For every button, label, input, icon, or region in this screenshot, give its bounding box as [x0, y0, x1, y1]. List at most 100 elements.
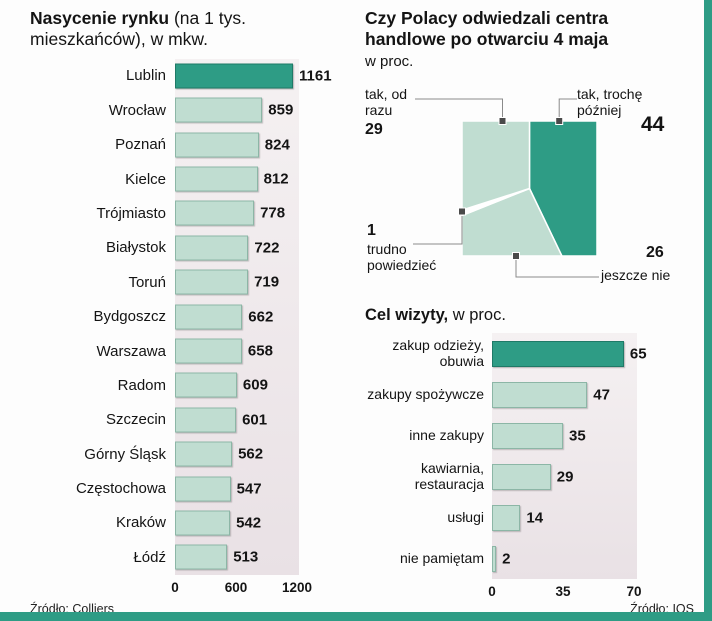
bar-label: Kraków — [115, 514, 166, 532]
axis-tick: 0 — [171, 579, 179, 595]
bar-row: Wrocław 859 — [30, 93, 345, 127]
bar — [492, 340, 624, 367]
callout-value: 1 — [367, 222, 376, 239]
market-bar-rows: Lublin 1161 Wrocław 859 Poznań 824 Kielce 812 Tr… — [30, 58, 345, 575]
bar-label: zakupy spożywcze — [367, 385, 484, 402]
bar-value: 778 — [260, 204, 286, 222]
visits-title-bold: Cel wizyty, — [365, 306, 449, 324]
bar-track: 47 — [492, 374, 700, 415]
bar-label: zakup odzieży, obuwia — [392, 336, 484, 369]
bar-row: inne zakupy 35 — [365, 415, 700, 456]
bar-label: inne zakupy — [409, 426, 484, 443]
bar-label: Lublin — [125, 67, 166, 85]
axis-tick: 1200 — [281, 579, 313, 595]
bar — [175, 544, 228, 570]
bar-track: 547 — [175, 471, 345, 505]
bar-track: 719 — [175, 265, 345, 299]
bar-value: 719 — [254, 273, 280, 291]
bar-value: 658 — [247, 342, 273, 360]
bar-row: usługi 14 — [365, 497, 700, 538]
bar — [492, 381, 588, 408]
bar-track: 812 — [175, 162, 345, 196]
bar-track: 859 — [175, 93, 345, 127]
bar-row: Białystok 722 — [30, 231, 345, 265]
visits-title: Cel wizyty, w proc. — [365, 305, 700, 325]
bar-value: 35 — [569, 427, 586, 445]
bar-track: 14 — [492, 497, 700, 538]
bar-label: Szczecin — [105, 411, 166, 429]
callout-trudno-powiedziec: trudno powiedzieć — [367, 241, 457, 273]
market-x-axis: 0 600 1200 — [30, 580, 345, 598]
left-chart-title-bold: Nasycenie rynku — [30, 8, 170, 28]
bar-row: Kielce 812 — [30, 162, 345, 196]
bar-value: 662 — [248, 308, 274, 326]
bar-row: Górny Śląsk 562 — [30, 437, 345, 471]
bar-label: Trójmiasto — [96, 204, 166, 222]
bar-track: 722 — [175, 231, 345, 265]
callout-value: 29 — [365, 121, 383, 139]
bar — [175, 304, 243, 330]
bar — [175, 510, 231, 536]
bar-row: Łódź 513 — [30, 540, 345, 574]
bar-track: 29 — [492, 456, 700, 497]
axis-tick: 35 — [555, 584, 571, 600]
bar-value: 722 — [254, 239, 280, 257]
bar-track: 2 — [492, 538, 700, 579]
bar — [492, 422, 563, 449]
bar-track: 562 — [175, 437, 345, 471]
bar-track: 824 — [175, 127, 345, 161]
bar-value: 824 — [264, 136, 290, 154]
callout-line — [558, 98, 577, 117]
bar — [175, 200, 255, 226]
bar — [492, 504, 521, 531]
visits-title-rest: w proc. — [448, 306, 506, 324]
bar-row: Trójmiasto 778 — [30, 196, 345, 230]
bar-track: 662 — [175, 299, 345, 333]
bar — [175, 441, 233, 467]
bar-label: nie pamiętam — [399, 549, 484, 566]
bar-label: Górny Śląsk — [84, 445, 166, 463]
bar — [175, 63, 293, 89]
callout-tak-troche-pozniej: tak, trochę później — [577, 86, 677, 118]
bar — [175, 166, 258, 192]
callout-line — [413, 216, 463, 245]
bar-label: kawiarnia, restauracja — [414, 459, 484, 492]
left-chart-title: Nasycenie rynku (na 1 tys. mieszkańców),… — [30, 8, 345, 51]
callout-value: 26 — [646, 244, 664, 261]
visit-purpose-chart: Cel wizyty, w proc. zakup odzieży, obuwi… — [365, 305, 700, 602]
bar-value: 547 — [236, 480, 262, 498]
pie-chart — [413, 98, 599, 278]
pie-chart-area: tak, od razu 29 tak, trochę później 44 1… — [365, 86, 700, 301]
bar-value: 601 — [242, 411, 268, 429]
bar-value: 812 — [263, 170, 289, 188]
bar-track: 65 — [492, 333, 700, 374]
bar-track: 658 — [175, 334, 345, 368]
bar-row: Szczecin 601 — [30, 403, 345, 437]
market-saturation-chart: Nasycenie rynku (na 1 tys. mieszkańców),… — [30, 8, 345, 598]
bar-value: 513 — [233, 548, 259, 566]
bar — [175, 338, 242, 364]
visits-x-axis: 0 35 70 — [365, 584, 700, 602]
callout-label: trudno powiedzieć — [367, 241, 437, 274]
bar-label: Warszawa — [96, 342, 166, 360]
bar-row: kawiarnia, restauracja 29 — [365, 456, 700, 497]
bar — [175, 372, 237, 398]
bar — [175, 132, 259, 158]
bar-value: 65 — [629, 345, 647, 363]
bar-track: 35 — [492, 415, 700, 456]
bar-value: 2 — [502, 550, 511, 568]
bar-row: Warszawa 658 — [30, 334, 345, 368]
axis-tick: 600 — [224, 579, 248, 595]
bar-row: Kraków 542 — [30, 506, 345, 540]
bar — [175, 269, 249, 295]
bar-row: Lublin 1161 — [30, 59, 345, 93]
bar-row: Częstochowa 547 — [30, 471, 345, 505]
slice-markers — [458, 117, 564, 260]
pie-slice — [461, 120, 531, 212]
callout-lines — [413, 98, 599, 278]
axis-tick: 70 — [626, 584, 642, 600]
bar-label: usługi — [447, 508, 484, 525]
bar-row: zakupy spożywcze 47 — [365, 374, 700, 415]
frame-stripe-right — [704, 0, 712, 621]
bar-background-panel — [492, 333, 637, 580]
